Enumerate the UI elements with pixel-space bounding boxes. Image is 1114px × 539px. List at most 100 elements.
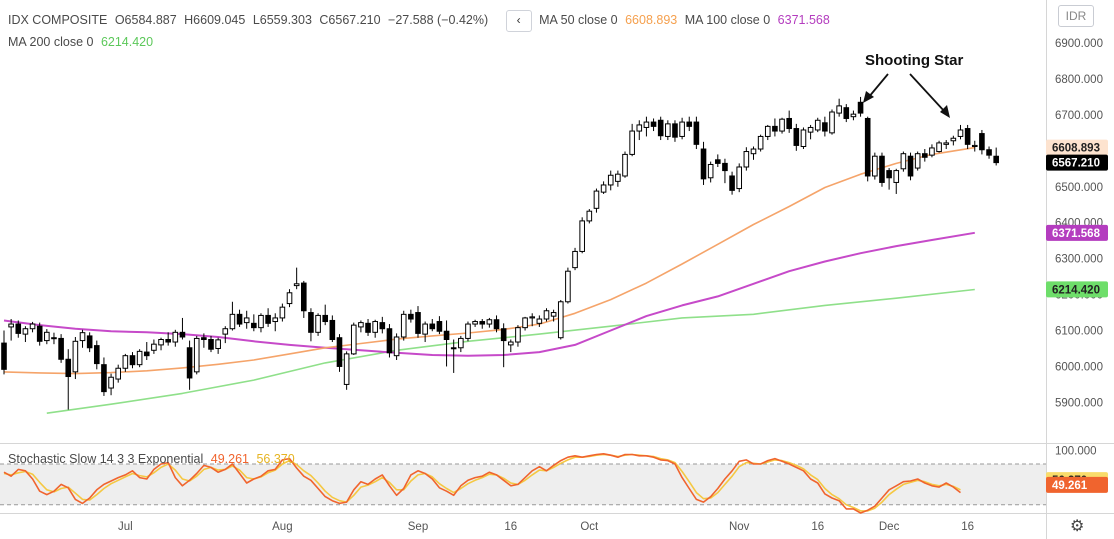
candle-down	[429, 323, 436, 330]
candle-down	[864, 117, 871, 177]
candle-up	[286, 292, 293, 305]
price-tick-label: 6800.000	[1055, 74, 1103, 86]
candle-up	[272, 317, 279, 323]
stochastic-k-price-label-bg	[1046, 476, 1108, 493]
annotation-arrowhead-left	[863, 91, 874, 103]
candle-down	[686, 121, 693, 127]
candle-down	[1, 342, 7, 370]
candle-down	[86, 335, 93, 349]
candle-up	[800, 129, 807, 148]
time-tick-label: 16	[811, 521, 824, 533]
candle-up	[222, 328, 229, 335]
candle-down	[93, 345, 100, 365]
candle-down	[365, 322, 371, 333]
candle-up	[900, 153, 907, 170]
price-tick-label: 6900.000	[1055, 38, 1103, 50]
candle-down	[986, 149, 992, 156]
candle-down	[822, 122, 828, 132]
candle-up	[258, 314, 264, 329]
legend-row-1: IDX COMPOSITE O6584.887 H6609.045 L6559.…	[8, 10, 834, 32]
currency-selector[interactable]: IDR	[1058, 5, 1094, 27]
candle-up	[829, 111, 835, 134]
candle-down	[672, 123, 678, 138]
last-price-label: 6567.210	[1052, 158, 1100, 170]
candle-up	[550, 312, 557, 317]
candle-up	[193, 337, 200, 373]
candle-down	[436, 321, 443, 332]
candle-up	[586, 210, 593, 222]
candle-down	[179, 331, 186, 338]
candle-down	[36, 325, 43, 342]
price-tick-label: 6000.000	[1055, 361, 1103, 373]
candle-down	[907, 155, 914, 177]
change-value: −27.588 (−0.42%)	[388, 13, 489, 28]
candle-down	[336, 337, 343, 367]
candle-down	[922, 153, 928, 158]
ma100-price-label: 6371.568	[1052, 228, 1101, 240]
time-tick-label: Sep	[408, 521, 428, 533]
candle-down	[722, 162, 728, 172]
candle-down	[479, 321, 486, 325]
candle-up	[293, 283, 300, 287]
candle-up	[943, 142, 950, 145]
stochastic-k-price-label: 49.261	[1052, 480, 1088, 492]
candle-up	[850, 113, 857, 118]
candle-down	[772, 125, 778, 132]
last-price-label-bg	[1046, 154, 1108, 171]
ma100-label: MA 100 close 0	[684, 13, 771, 28]
candle-up	[572, 250, 578, 269]
candle-up	[607, 174, 614, 186]
ma200-price-label-bg	[1046, 281, 1108, 298]
candle-up	[893, 170, 900, 183]
candle-down	[415, 312, 421, 334]
candle-down	[165, 339, 171, 343]
candle-up	[108, 376, 114, 389]
candle-up	[579, 220, 585, 252]
candle-down	[251, 322, 257, 329]
stochastic-title: Stochastic Slow 14 3 3 Exponential	[8, 452, 204, 466]
candle-up	[807, 126, 814, 133]
candle-down	[700, 148, 707, 180]
candle-up	[29, 323, 36, 330]
candle-up	[736, 166, 743, 190]
ma200-label: MA 200 close 0	[8, 35, 94, 49]
stochastic-legend: Stochastic Slow 14 3 3 Exponential 49.26…	[8, 452, 299, 466]
candle-down	[493, 319, 500, 330]
candle-down	[143, 351, 150, 357]
candle-up	[315, 314, 321, 333]
candle-up	[872, 155, 878, 177]
candle-up	[243, 317, 250, 324]
candle-up	[707, 163, 714, 179]
stochastic-k-line	[3, 452, 961, 514]
stochastic-k-value: 49.261	[210, 452, 249, 466]
candle-up	[172, 331, 179, 343]
candle-up	[393, 336, 400, 357]
candle-up	[22, 328, 29, 335]
candle-down	[236, 313, 243, 325]
gear-icon[interactable]: ⚙	[1070, 518, 1085, 535]
candle-up	[450, 347, 457, 350]
candle-up	[600, 184, 607, 193]
candle-down	[201, 337, 207, 341]
candle-up	[372, 321, 378, 333]
candle-up	[679, 121, 685, 137]
candle-down	[793, 128, 800, 146]
ma100-value: 6371.568	[777, 13, 830, 28]
candle-down	[857, 101, 864, 114]
price-tick-label: 6500.000	[1055, 182, 1103, 194]
candles-group	[1, 96, 999, 410]
candle-down	[693, 121, 700, 145]
shooting-star-annotation: Shooting Star	[865, 52, 963, 69]
candle-up	[115, 367, 122, 380]
candle-up	[764, 125, 771, 137]
open-value: O6584.887	[114, 13, 177, 28]
candle-down	[300, 282, 307, 312]
time-tick-label: Dec	[879, 521, 900, 533]
collapse-legend-button[interactable]: ‹	[505, 10, 532, 32]
candle-up	[151, 343, 157, 351]
candle-up	[8, 323, 14, 328]
candle-up	[136, 350, 143, 366]
candle-down	[500, 328, 507, 342]
candle-down	[386, 328, 393, 354]
